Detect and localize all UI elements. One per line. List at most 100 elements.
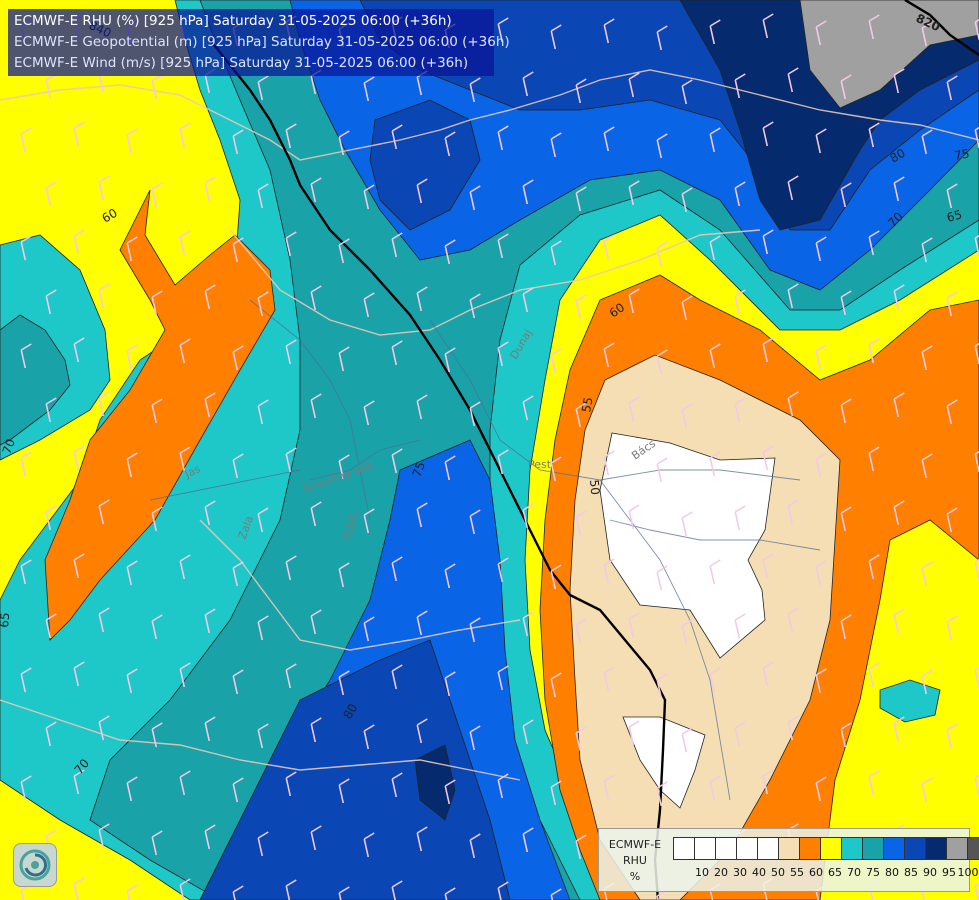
wind-barb: [126, 452, 138, 478]
wind-barb: [338, 562, 350, 588]
wind-barb: [815, 236, 827, 262]
wind-barb: [151, 614, 163, 640]
wind-barb: [762, 661, 774, 687]
wind-barb: [681, 619, 693, 645]
wind-barb: [762, 121, 774, 147]
wind-barb: [762, 13, 774, 39]
wind-barb: [603, 450, 615, 476]
legend-label: 55: [790, 866, 804, 879]
wind-barb: [126, 344, 138, 370]
wind-barb: [204, 716, 216, 742]
legend-swatch: [736, 837, 758, 860]
wind-barb: [391, 556, 403, 582]
wind-barb: [603, 666, 615, 692]
wind-barb: [550, 672, 562, 698]
wind-barb: [232, 453, 244, 479]
contour-label-65-west: 65: [0, 612, 12, 628]
wind-barb: [73, 877, 85, 900]
wind-barb: [681, 727, 693, 753]
legend-swatch: [778, 837, 800, 860]
wind-barb: [98, 391, 110, 417]
wind-barb: [921, 561, 933, 587]
wind-barb: [550, 240, 562, 266]
wind-barb: [893, 608, 905, 634]
wind-barb: [338, 130, 350, 156]
legend-label: 60: [809, 866, 823, 879]
wind-barb: [815, 452, 827, 478]
wind-barb: [815, 20, 827, 46]
wind-barb: [20, 235, 32, 261]
legend-swatch: [925, 837, 947, 860]
wind-barb: [840, 182, 852, 208]
wind-barb: [550, 132, 562, 158]
wind-barb: [126, 776, 138, 802]
wind-barb: [73, 445, 85, 471]
wind-barb: [787, 499, 799, 525]
wind-barb: [151, 722, 163, 748]
wind-barb: [522, 287, 534, 313]
wind-barb: [840, 722, 852, 748]
wind-barb: [868, 338, 880, 364]
wind-barb: [497, 881, 509, 900]
wind-barb: [681, 511, 693, 537]
wind-barb: [868, 230, 880, 256]
wind-barb: [45, 721, 57, 747]
title-rhu: ECMWF-E RHU (%) [925 hPa] Saturday 31-05…: [14, 13, 452, 29]
wind-barb: [232, 129, 244, 155]
wind-barb: [921, 345, 933, 371]
wind-barb: [868, 554, 880, 580]
wind-barb: [921, 669, 933, 695]
wind-barb: [787, 67, 799, 93]
legend-label: 80: [885, 866, 899, 879]
wind-barb: [20, 451, 32, 477]
wind-barb: [575, 402, 587, 428]
wind-barb: [974, 882, 979, 900]
wind-barb: [257, 723, 269, 749]
rhu-below-50-region-south: [622, 716, 706, 809]
legend-swatch: [946, 837, 968, 860]
wind-barb: [469, 185, 481, 211]
wind-barb: [603, 234, 615, 260]
wind-barb: [762, 553, 774, 579]
wind-barb: [893, 68, 905, 94]
wind-barb: [497, 341, 509, 367]
contour-label-50: 50: [587, 479, 602, 495]
legend-swatch: [883, 837, 905, 860]
wind-barb: [98, 283, 110, 309]
wind-barb: [840, 614, 852, 640]
wind-barb: [656, 133, 668, 159]
wind-barb: [575, 78, 587, 104]
wind-barb: [338, 238, 350, 264]
wind-barb: [257, 615, 269, 641]
wind-barb: [310, 393, 322, 419]
wind-barb: [681, 403, 693, 429]
wind-barb: [497, 125, 509, 151]
wind-barb: [709, 667, 721, 693]
wind-barb: [285, 771, 297, 797]
wind-barb: [391, 340, 403, 366]
wind-barb: [893, 716, 905, 742]
wind-barb: [628, 396, 640, 422]
wind-barb: [787, 175, 799, 201]
wind-barb: [98, 823, 110, 849]
wind-barb: [204, 500, 216, 526]
wind-barb: [126, 128, 138, 154]
wind-barb: [497, 665, 509, 691]
wind-barb: [416, 826, 428, 852]
wind-barb: [840, 398, 852, 424]
wind-barb: [497, 17, 509, 43]
wind-barb: [469, 833, 481, 859]
wind-barb: [815, 560, 827, 586]
wind-barb: [20, 667, 32, 693]
wind-barb: [787, 283, 799, 309]
wind-barb: [338, 454, 350, 480]
wind-barb: [126, 236, 138, 262]
wind-barb: [179, 230, 191, 256]
wind-barb: [363, 724, 375, 750]
wind-barb: [179, 662, 191, 688]
wind-barb: [656, 241, 668, 267]
wind-barb: [391, 772, 403, 798]
rhu-80-85-region: [199, 0, 979, 900]
wind-barb: [444, 563, 456, 589]
